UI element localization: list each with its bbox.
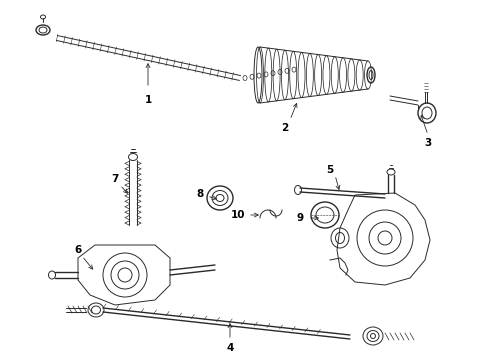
Text: 7: 7 [111, 174, 119, 184]
Text: 5: 5 [326, 165, 334, 175]
Text: 10: 10 [231, 210, 245, 220]
Text: 2: 2 [281, 123, 289, 133]
Text: 6: 6 [74, 245, 82, 255]
Text: 4: 4 [226, 343, 234, 353]
Text: 3: 3 [424, 138, 432, 148]
Text: 8: 8 [196, 189, 204, 199]
Text: 9: 9 [296, 213, 304, 223]
Text: 1: 1 [145, 95, 151, 105]
